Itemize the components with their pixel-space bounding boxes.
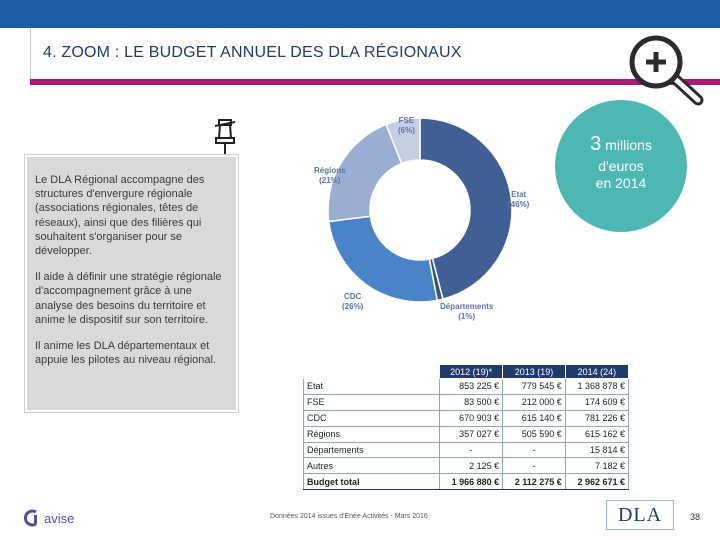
donut-slice-fse [385,117,421,165]
table-header-2014: 2014 (24) [564,364,630,379]
avise-logo: avise [22,509,74,527]
cell-value: - [502,442,566,459]
row-label: CDC [303,410,440,427]
source-note: Données 2014 issues d'Enée Activités - M… [270,513,428,520]
accent-divider [30,79,720,85]
description-paragraph-3: Il anime les DLA départementaux et appui… [35,340,217,367]
cell-value: 15 814 € [565,442,630,459]
label-cdc-name: CDC [344,292,362,301]
cell-value: 357 027 € [439,426,504,443]
label-cdc-pct: (26%) [342,302,364,311]
row-label: Autres [303,457,440,475]
funding-donut-chart: Etat (46%) Départements (1%) CDC (26%) R… [280,110,560,330]
cell-value: 7 182 € [565,457,630,475]
table-row: CDC 670 903 € 615 140 € 781 226 € [303,410,630,427]
page-title: 4. ZOOM : LE BUDGET ANNUEL DES DLA RÉGIO… [43,44,462,61]
top-banner [0,0,720,28]
avise-logo-icon [23,509,37,527]
highlight-caption-line2: en 2014 [595,175,647,191]
cell-value: 853 225 € [439,378,504,395]
cell-value: - [502,457,566,475]
budget-table: 2012 (19)* 2013 (19) 2014 (24) Etat 853 … [303,364,630,491]
donut-slice-cdc [327,215,439,303]
label-departements: Départements (1%) [440,302,493,322]
cell-value: 212 000 € [502,394,566,411]
table-row: Autres 2 125 € - 7 182 € [303,457,630,475]
table-total-row: Budget total 1 966 880 € 2 112 275 € 2 9… [303,473,630,491]
title-bar [30,28,720,80]
avise-logo-text: avise [44,510,75,526]
table-row: Départements - - 15 814 € [303,442,630,459]
label-fse-name: FSE [398,116,415,125]
row-label: FSE [303,394,440,411]
dla-logo-text: DLA [617,503,663,526]
dla-logo: DLA [606,500,674,530]
cell-value: 174 609 € [565,394,630,411]
description-paragraph-2: Il aide à définir une stratégie régional… [35,271,222,326]
description-box: Le DLA Régional accompagne des structure… [25,155,238,412]
label-fse-pct: (6%) [398,126,415,135]
table-row: Régions 357 027 € 505 590 € 615 162 € [303,426,630,443]
highlight-caption: d'euros en 2014 [555,158,687,192]
total-label: Budget total [303,473,440,491]
label-regions-name: Régions [314,166,346,175]
cell-value: 83 500 € [439,394,504,411]
total-value: 2 962 671 € [565,473,630,491]
budget-highlight-circle: 3 millions d'euros en 2014 [555,100,687,232]
label-regions: Régions (21%) [314,166,346,186]
table-header-blank [303,364,440,379]
table-header-2013: 2013 (19) [502,364,566,379]
highlight-amount-number: 3 [590,133,602,155]
cell-value: 2 125 € [439,457,504,475]
total-value: 1 966 880 € [439,473,504,491]
label-fse: FSE (6%) [398,116,415,136]
cell-value: 505 590 € [502,426,566,443]
cell-value: 670 903 € [439,410,504,427]
label-cdc: CDC (26%) [342,292,363,312]
label-etat-name: Etat [511,190,527,199]
table-row: FSE 83 500 € 212 000 € 174 609 € [303,394,630,411]
row-label: Etat [303,378,440,395]
cell-value: 615 140 € [502,410,566,427]
label-etat: Etat (46%) [508,190,529,210]
cell-value: 781 226 € [565,410,630,427]
donut-svg [327,117,513,303]
label-regions-pct: (21%) [319,176,341,185]
pushpin-icon [214,119,236,158]
row-label: Régions [303,426,440,443]
highlight-caption-line1: d'euros [598,158,644,174]
cell-value: - [439,442,504,459]
table-header-2012: 2012 (19)* [438,364,504,379]
label-departements-pct: (1%) [458,312,476,321]
row-label: Départements [303,442,440,459]
page-number: 38 [690,512,701,522]
total-value: 2 112 275 € [502,473,566,491]
donut-slice-etat [419,117,513,301]
description-paragraph-1: Le DLA Régional accompagne des structure… [35,174,205,258]
magnifier-zoom-icon [629,35,704,106]
table-row: Etat 853 225 € 779 545 € 1 368 878 € [303,378,630,395]
cell-value: 1 368 878 € [565,378,630,395]
highlight-amount: 3 millions [555,133,687,156]
table-header-row: 2012 (19)* 2013 (19) 2014 (24) [303,364,630,379]
label-departements-name: Départements [440,302,494,311]
cell-value: 615 162 € [565,426,630,443]
label-etat-pct: (46%) [508,200,530,209]
cell-value: 779 545 € [502,378,566,395]
highlight-amount-unit: millions [605,137,652,153]
